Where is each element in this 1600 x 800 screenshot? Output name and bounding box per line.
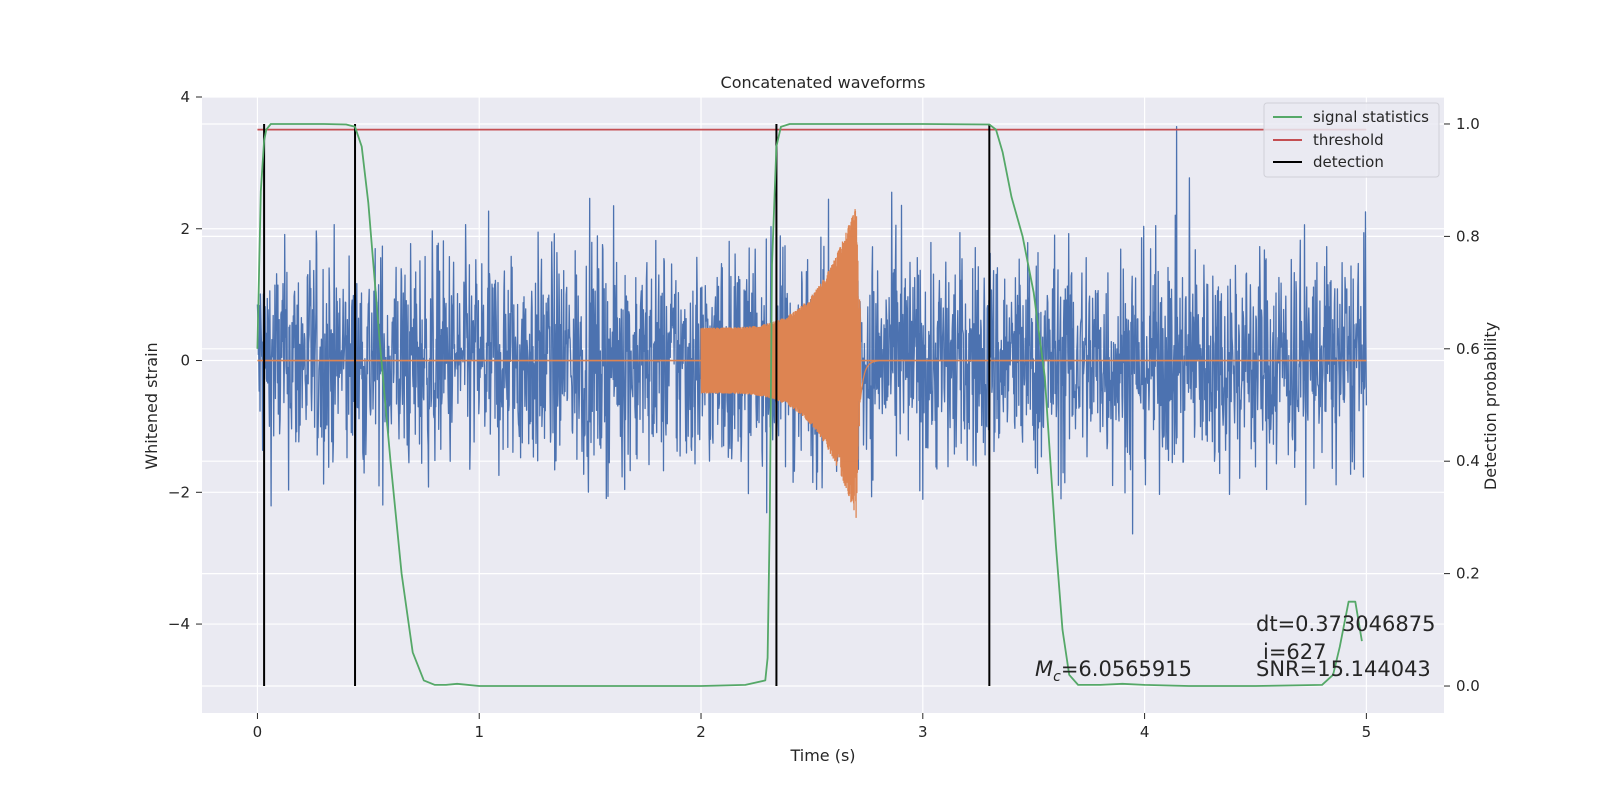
y-right-tick-label: 1.0	[1456, 115, 1480, 133]
x-tick-label: 5	[1362, 723, 1372, 741]
x-tick-label: 4	[1140, 723, 1150, 741]
legend-label-signal-statistics: signal statistics	[1313, 108, 1429, 126]
annotation-i: i=627	[1263, 640, 1327, 664]
y-left-tick-label: 2	[180, 220, 190, 238]
y-right-tick-label: 0.8	[1456, 227, 1480, 245]
axis-ticks: 0 1 2 3 4 5 4 2 0 −2 −4 1.0 0.8 0.6 0.4 0.2 0.0	[168, 88, 1480, 741]
annotation-mc: Mc=6.0565915	[1035, 657, 1192, 685]
y-left-tick-label: −4	[168, 615, 190, 633]
signal-statistics-line	[256, 123, 1363, 687]
y-right-tick-label: 0.4	[1456, 452, 1480, 470]
x-tick-label: 1	[474, 723, 484, 741]
chirp-line	[700, 209, 879, 518]
y-axis-label-left: Whitened strain	[142, 342, 161, 469]
detection-series	[263, 123, 991, 687]
x-tick-label: 0	[253, 723, 263, 741]
y-right-tick-label: 0.6	[1456, 340, 1480, 358]
annotation-snr: SNR=15.144043	[1256, 657, 1431, 681]
x-tick-label: 2	[696, 723, 706, 741]
x-axis-label: Time (s)	[789, 746, 855, 765]
y-left-tick-label: 0	[180, 352, 190, 370]
annotations: Mc=6.0565915 dt=0.373046875 i=627 SNR=15…	[1035, 612, 1435, 685]
chirp-series	[257, 209, 1367, 518]
y-left-tick-label: 4	[180, 88, 190, 106]
y-right-tick-label: 0.0	[1456, 677, 1480, 695]
legend-box	[1263, 102, 1440, 178]
y-left-tick-label: −2	[168, 483, 190, 501]
signal-statistics-series	[256, 123, 1363, 687]
annotation-dt: dt=0.373046875	[1256, 612, 1435, 636]
legend-label-threshold: threshold	[1313, 131, 1384, 149]
y-axis-label-right: Detection probability	[1481, 322, 1500, 490]
x-tick-label: 3	[918, 723, 928, 741]
chart-title: Concatenated waveforms	[721, 73, 926, 92]
y-right-tick-label: 0.2	[1456, 565, 1480, 583]
annotation-mc-value: =6.0565915	[1061, 657, 1192, 681]
legend-label-detection: detection	[1313, 153, 1384, 171]
legend: signal statistics threshold detection	[1263, 102, 1440, 178]
